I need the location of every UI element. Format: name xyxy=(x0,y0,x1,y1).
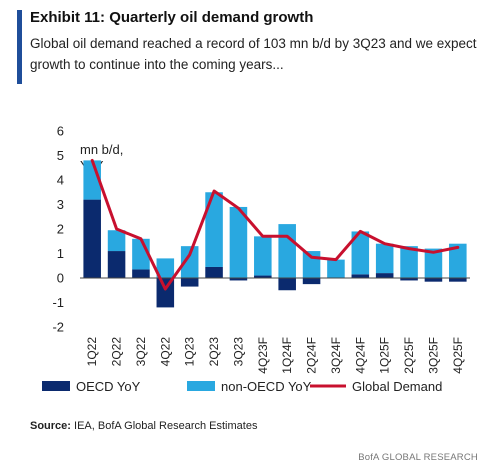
x-tick-label: 2Q23 xyxy=(207,337,221,367)
x-tick-label: 3Q25F xyxy=(426,337,440,374)
y-tick-label: 4 xyxy=(57,173,64,188)
y-tick-label: 6 xyxy=(57,124,64,139)
non-oecd-bar xyxy=(254,236,272,276)
x-tick-label: 1Q22 xyxy=(85,337,99,367)
x-tick-label: 2Q25F xyxy=(402,337,416,374)
source-label: Source: xyxy=(30,420,71,432)
x-tick-label: 1Q25F xyxy=(378,337,392,374)
y-tick-label: 2 xyxy=(57,222,64,237)
legend-non-oecd-swatch xyxy=(187,381,215,391)
non-oecd-bar xyxy=(449,243,467,278)
oecd-bar xyxy=(400,278,418,281)
non-oecd-bar xyxy=(327,259,345,278)
x-tick-label: 3Q23 xyxy=(231,337,245,367)
x-tick-label: 3Q24F xyxy=(329,337,343,374)
oecd-bar xyxy=(132,269,150,278)
y-tick-label: 0 xyxy=(57,271,64,286)
x-tick-label: 4Q23F xyxy=(256,337,270,374)
x-tick-label: 2Q24F xyxy=(305,337,319,374)
oecd-bar xyxy=(449,278,467,282)
non-oecd-bar xyxy=(180,246,199,278)
oecd-bar xyxy=(424,278,443,282)
legend-oecd-label: OECD YoY xyxy=(76,379,141,394)
legend-global-demand-label: Global Demand xyxy=(352,379,442,394)
oecd-bar xyxy=(83,199,101,278)
source-text: IEA, BofA Global Research Estimates xyxy=(70,420,258,432)
title-accent-bar xyxy=(17,10,22,84)
oecd-bar xyxy=(254,275,272,278)
x-tick-label: 4Q24F xyxy=(353,337,367,374)
oecd-bar xyxy=(278,278,296,291)
chart-subtitle: Global oil demand reached a record of 10… xyxy=(30,36,477,72)
global-demand-line xyxy=(90,158,460,291)
non-oecd-bar xyxy=(424,248,443,278)
oecd-bar xyxy=(351,274,370,278)
non-oecd-bar xyxy=(278,224,296,278)
legend-non-oecd-label: non-OECD YoY xyxy=(221,379,312,394)
non-oecd-bar xyxy=(400,246,418,278)
oecd-bar xyxy=(302,278,321,285)
source-note: Source: IEA, BofA Global Research Estima… xyxy=(30,420,257,432)
y-tick-label: -2 xyxy=(52,320,64,335)
non-oecd-bar xyxy=(302,251,321,278)
oecd-bar xyxy=(229,278,248,281)
non-oecd-bar xyxy=(156,258,175,278)
oecd-bar xyxy=(375,273,394,278)
non-oecd-bar xyxy=(351,231,370,275)
x-tick-label: 3Q22 xyxy=(134,337,148,367)
y-tick-label: 1 xyxy=(57,246,64,261)
x-tick-label: 1Q23 xyxy=(183,337,197,367)
x-tick-label: 4Q22 xyxy=(158,337,172,367)
y-tick-label: -1 xyxy=(52,295,64,310)
y-tick-label: 5 xyxy=(57,148,64,163)
brand-footer: BofA GLOBAL RESEARCH xyxy=(358,452,478,463)
non-oecd-bar xyxy=(229,206,248,278)
y-tick-label: 3 xyxy=(57,197,64,212)
oecd-bar xyxy=(107,251,126,278)
oecd-bar xyxy=(180,278,199,287)
x-tick-label: 4Q25F xyxy=(451,337,465,374)
non-oecd-bar xyxy=(205,192,223,267)
y-unit-label: mn b/d, xyxy=(80,142,123,157)
x-tick-label: 1Q24F xyxy=(280,337,294,374)
oecd-bar xyxy=(205,266,223,278)
x-tick-label: 2Q22 xyxy=(110,337,124,367)
legend-oecd-swatch xyxy=(42,381,70,391)
chart-title: Exhibit 11: Quarterly oil demand growth xyxy=(30,9,314,26)
non-oecd-bar xyxy=(107,230,126,252)
non-oecd-bar xyxy=(375,243,394,274)
